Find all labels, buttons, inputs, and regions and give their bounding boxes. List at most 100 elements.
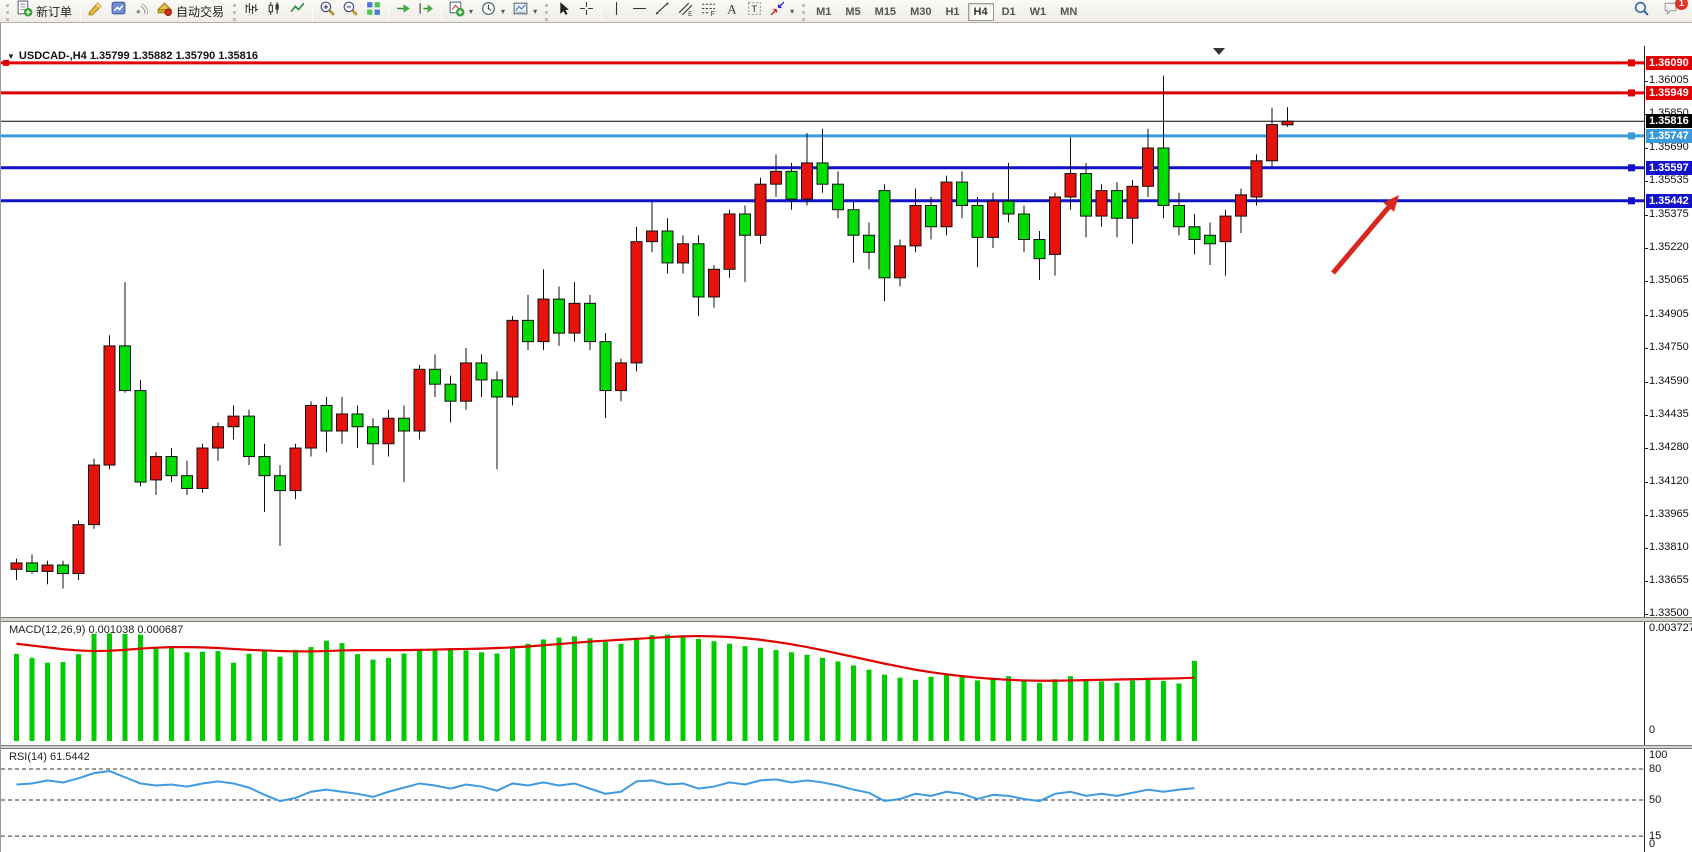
equidistant-channel-icon: E: [677, 0, 694, 22]
toolbar-button-crosshair[interactable]: [575, 0, 598, 22]
chevron-down-icon[interactable]: ▼: [7, 52, 15, 61]
price-tick-label: 1.34590: [1649, 375, 1689, 388]
toolbar-button-tile-windows[interactable]: [362, 0, 385, 22]
toolbar-button-styler[interactable]: [84, 0, 107, 22]
toolbar-separator: [388, 4, 390, 21]
svg-text:A: A: [727, 2, 737, 16]
price-tick-label: 1.33500: [1649, 606, 1689, 619]
chart-window: ▼ USDCAD-,H4 1.35799 1.35882 1.35790 1.35…: [0, 23, 1692, 852]
rsi-indicator-label: RSI(14) 61.5442: [9, 751, 90, 763]
new-order-icon: [16, 0, 33, 22]
toolbar-button-vertical-line[interactable]: [605, 0, 628, 22]
price-tick-label: 1.34750: [1649, 341, 1689, 354]
price-tick-label: 1.35690: [1649, 141, 1689, 154]
dropdown-caret-icon[interactable]: ▾: [533, 6, 538, 16]
search-button[interactable]: [1630, 0, 1653, 22]
rsi-axis-label: 50: [1649, 794, 1662, 806]
price-tick-label: 1.33810: [1649, 541, 1689, 554]
toolbar-button-equidistant-channel[interactable]: E: [674, 0, 697, 22]
dropdown-caret-icon[interactable]: ▾: [790, 6, 795, 16]
rsi-axis-label: 80: [1649, 763, 1662, 775]
timeframe-bar: M1 M5 M15 M30 H1 H4 D1 W1 MN: [809, 2, 1084, 21]
hline-price-tag: 1.35747: [1646, 128, 1692, 143]
price-tick-dash: [1644, 613, 1648, 615]
toolbar-button-signals[interactable]: [130, 0, 153, 22]
toolbar-button-cursor[interactable]: [552, 0, 575, 22]
toolbar-separator: [312, 4, 314, 21]
toolbar-button-zoom-in[interactable]: [316, 0, 339, 22]
line-mode-icon: [289, 0, 306, 22]
toolbar-grip: [545, 4, 549, 21]
toolbar-button-candle-mode[interactable]: [263, 0, 286, 22]
timeframe-D1[interactable]: D1: [1001, 6, 1016, 18]
indicators-icon: [448, 0, 465, 22]
styler-icon: [87, 0, 104, 22]
svg-text:F: F: [711, 11, 715, 17]
toolbar-button-periods[interactable]: ▾: [477, 0, 509, 22]
toolbar-button-chart-shift[interactable]: [415, 0, 438, 22]
horizontal-line-icon: [631, 0, 648, 22]
toolbar-separator: [80, 4, 82, 21]
toolbar-button-trendline[interactable]: [651, 0, 674, 22]
macd-indicator-label: MACD(12,26,9) 0.001038 0.000687: [9, 624, 184, 636]
timeframe-M15[interactable]: M15: [874, 6, 897, 18]
notifications-button[interactable]: 1: [1659, 0, 1688, 22]
symbol-ohlc-line[interactable]: ▼ USDCAD-,H4 1.35799 1.35882 1.35790 1.35…: [7, 50, 258, 62]
price-tick-dash: [1644, 482, 1648, 484]
toolbar-button-line-mode[interactable]: [286, 0, 309, 22]
timeframe-M1[interactable]: M1: [816, 6, 832, 18]
auto-scroll-icon: [395, 0, 412, 22]
auto-trading-icon: [156, 0, 173, 22]
toolbar-button-arrows[interactable]: ▾: [766, 0, 798, 22]
timeframe-M5[interactable]: M5: [845, 6, 861, 18]
toolbar-button-text[interactable]: A: [720, 0, 743, 22]
price-tick-dash: [1644, 181, 1648, 182]
main-chart-canvas[interactable]: [1, 46, 1644, 617]
timeframe-H4[interactable]: H4: [967, 3, 994, 21]
price-tick-dash: [1644, 581, 1648, 582]
fibonacci-icon: F: [700, 0, 717, 22]
price-tick-label: 1.34120: [1649, 475, 1689, 488]
periods-icon: [480, 0, 497, 22]
rsi-canvas[interactable]: [1, 749, 1644, 852]
rsi-axis-label: 0: [1649, 838, 1656, 850]
tile-windows-icon: [365, 0, 382, 22]
timeframe-H1[interactable]: H1: [945, 6, 960, 18]
timeframe-MN[interactable]: MN: [1060, 6, 1078, 18]
bar-chart-mode-icon: [243, 0, 260, 22]
price-tick-label: 1.34435: [1649, 408, 1689, 421]
toolbar-button-market-watch[interactable]: [107, 0, 130, 22]
toolbar-button-text-label[interactable]: T: [743, 0, 766, 22]
dropdown-caret-icon[interactable]: ▾: [469, 6, 474, 16]
price-tick-label: 1.35065: [1649, 274, 1689, 286]
toolbar-button-horizontal-line[interactable]: [628, 0, 651, 22]
timeframe-M30[interactable]: M30: [910, 6, 932, 18]
toolbar-button-fibonacci[interactable]: F: [697, 0, 720, 22]
toolbar-button-label: 自动交易: [176, 4, 225, 19]
text-label-icon: T: [746, 0, 763, 22]
price-tick-dash: [1644, 415, 1648, 417]
timeframe-W1[interactable]: W1: [1029, 6, 1047, 18]
toolbar-separator: [441, 4, 443, 21]
toolbar-button-zoom-out[interactable]: [339, 0, 362, 22]
toolbar-button-auto-trading[interactable]: 自动交易: [153, 0, 229, 22]
hline-price-tag: 1.35949: [1646, 85, 1692, 100]
arrows-icon: [769, 0, 786, 22]
panel-splitter[interactable]: [1, 617, 1692, 622]
price-tick-label: 1.36005: [1649, 74, 1689, 86]
price-tick-label: 1.33655: [1649, 574, 1689, 586]
toolbar-button-bar-chart-mode[interactable]: [240, 0, 263, 22]
rsi-axis-label: 100: [1649, 749, 1668, 761]
market-watch-icon: [110, 0, 127, 22]
dropdown-caret-icon[interactable]: ▾: [501, 6, 506, 16]
toolbar-button-indicators[interactable]: ▾: [445, 0, 477, 22]
vertical-line-icon: [608, 0, 625, 22]
toolbar-button-templates[interactable]: ▾: [509, 0, 541, 22]
price-tick-dash: [1644, 382, 1648, 384]
macd-canvas[interactable]: [1, 622, 1644, 745]
toolbar-right: 1: [1630, 0, 1690, 22]
toolbar-button-auto-scroll[interactable]: [392, 0, 415, 22]
toolbar-button-new-order[interactable]: 新订单: [13, 0, 77, 22]
panel-splitter[interactable]: [1, 745, 1692, 749]
